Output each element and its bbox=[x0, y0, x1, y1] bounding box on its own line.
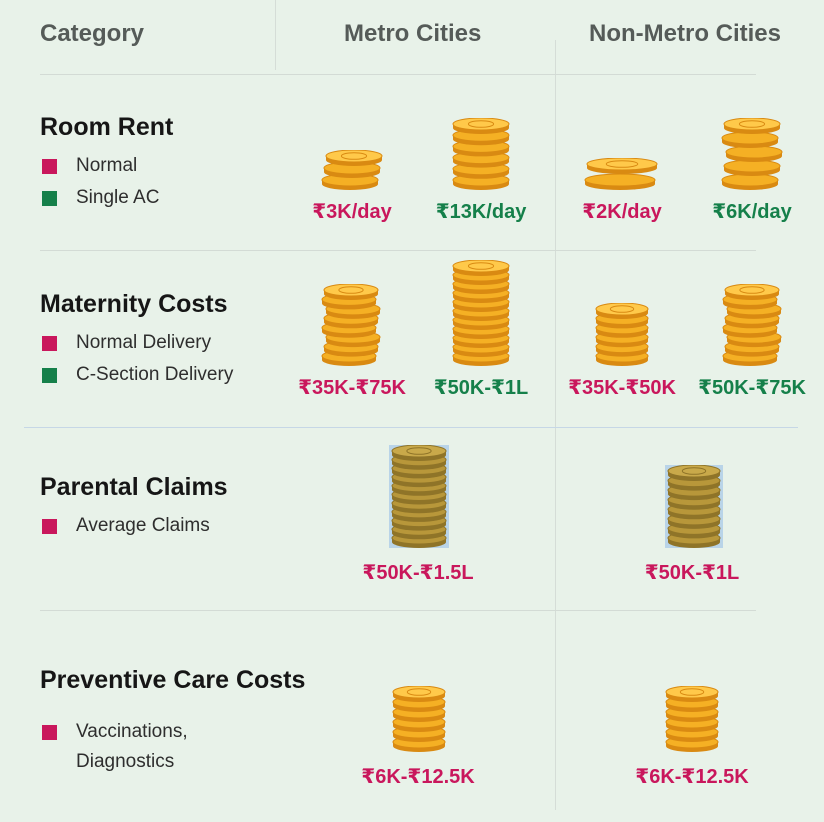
value-nonmetro-normal-delivery: ₹35K-₹50K bbox=[568, 377, 676, 399]
green-marker-icon bbox=[42, 191, 57, 206]
value-nonmetro-c-section: ₹50K-₹75K bbox=[698, 377, 806, 399]
row-separator bbox=[40, 250, 756, 251]
pink-marker-icon bbox=[42, 725, 57, 740]
value-metro-normal: ₹3K/day bbox=[312, 201, 392, 223]
row-separator bbox=[40, 610, 756, 611]
header-non-metro-cities: Non-Metro Cities bbox=[589, 20, 781, 47]
value-metro-preventive-care: ₹6K-₹12.5K bbox=[361, 766, 475, 788]
value-metro-parental-claims: ₹50K-₹1.5L bbox=[362, 562, 474, 584]
coin-stack-icon bbox=[452, 118, 510, 190]
category-title-parental-claims: Parental Claims bbox=[40, 473, 228, 501]
coin-stack-icon bbox=[595, 303, 649, 366]
category-title-maternity-costs: Maternity Costs bbox=[40, 290, 228, 318]
pink-marker-icon bbox=[42, 519, 57, 534]
value-nonmetro-normal: ₹2K/day bbox=[582, 201, 662, 223]
header-category: Category bbox=[40, 20, 145, 47]
row-separator bbox=[24, 427, 798, 428]
value-metro-normal-delivery: ₹35K-₹75K bbox=[298, 377, 406, 399]
value-metro-single-ac: ₹13K/day bbox=[435, 201, 527, 223]
coin-stack-icon bbox=[452, 260, 510, 366]
value-nonmetro-single-ac: ₹6K/day bbox=[712, 201, 792, 223]
category-title-preventive-care: Preventive Care Costs bbox=[40, 666, 306, 694]
coin-stack-icon bbox=[392, 686, 446, 752]
coin-stack-icon bbox=[389, 445, 449, 548]
legend-label: Normal Delivery bbox=[76, 332, 212, 353]
row-separator bbox=[40, 74, 756, 75]
value-metro-c-section: ₹50K-₹1L bbox=[433, 377, 529, 399]
coin-stack-icon bbox=[722, 284, 782, 366]
legend-label: C-Section Delivery bbox=[76, 364, 234, 385]
legend-label: Diagnostics bbox=[76, 751, 175, 772]
header-metro-cities: Metro Cities bbox=[344, 20, 482, 47]
coin-stack-icon bbox=[665, 686, 719, 752]
legend-label: Single AC bbox=[76, 187, 160, 208]
category-title-room-rent: Room Rent bbox=[40, 113, 174, 141]
pink-marker-icon bbox=[42, 336, 57, 351]
green-marker-icon bbox=[42, 368, 57, 383]
legend-label: Average Claims bbox=[76, 515, 210, 536]
value-nonmetro-preventive-care: ₹6K-₹12.5K bbox=[635, 766, 749, 788]
coin-stack-icon bbox=[584, 158, 658, 190]
column-divider bbox=[555, 40, 556, 810]
coin-stack-icon bbox=[321, 150, 383, 190]
coin-stack-icon bbox=[721, 118, 783, 190]
value-nonmetro-parental-claims: ₹50K-₹1L bbox=[644, 562, 740, 584]
legend-label: Normal bbox=[76, 155, 138, 176]
legend-label: Vaccinations, bbox=[76, 721, 188, 742]
pink-marker-icon bbox=[42, 159, 57, 174]
coin-stack-icon bbox=[665, 465, 723, 548]
header-divider bbox=[275, 0, 276, 70]
coin-stack-icon bbox=[321, 284, 381, 366]
